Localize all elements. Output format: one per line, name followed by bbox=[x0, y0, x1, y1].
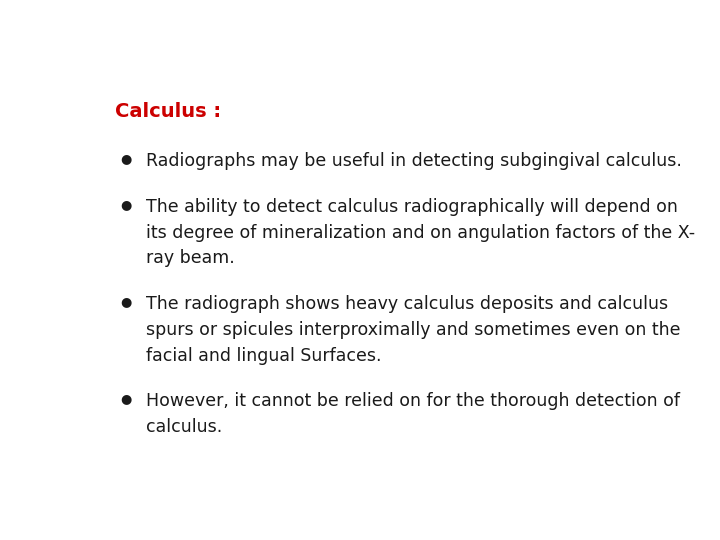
Text: ●: ● bbox=[121, 152, 132, 165]
Text: However, it cannot be relied on for the thorough detection of: However, it cannot be relied on for the … bbox=[145, 393, 680, 410]
Text: ●: ● bbox=[121, 198, 132, 211]
Text: ●: ● bbox=[121, 295, 132, 308]
Text: ●: ● bbox=[121, 393, 132, 406]
Text: Radiographs may be useful in detecting subgingival calculus.: Radiographs may be useful in detecting s… bbox=[145, 152, 682, 170]
Text: calculus.: calculus. bbox=[145, 418, 222, 436]
Text: The ability to detect calculus radiographically will depend on: The ability to detect calculus radiograp… bbox=[145, 198, 678, 216]
Text: its degree of mineralization and on angulation factors of the X-: its degree of mineralization and on angu… bbox=[145, 224, 695, 241]
Text: The radiograph shows heavy calculus deposits and calculus: The radiograph shows heavy calculus depo… bbox=[145, 295, 668, 313]
Text: Calculus :: Calculus : bbox=[115, 102, 221, 121]
Text: facial and lingual Surfaces.: facial and lingual Surfaces. bbox=[145, 347, 382, 364]
Text: ray beam.: ray beam. bbox=[145, 249, 235, 267]
Text: spurs or spicules interproximally and sometimes even on the: spurs or spicules interproximally and so… bbox=[145, 321, 680, 339]
